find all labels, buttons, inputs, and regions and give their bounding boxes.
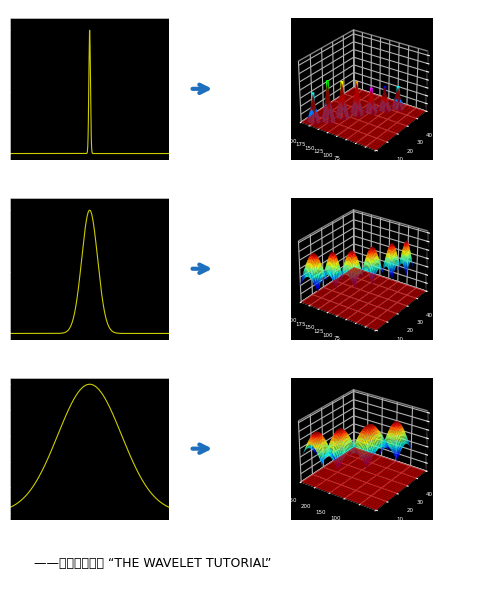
- X-axis label: FREQUENCY: FREQUENCY: [292, 530, 334, 550]
- X-axis label: FREQUENCY: FREQUENCY: [292, 170, 334, 190]
- Y-axis label: TIME: TIME: [427, 165, 444, 171]
- X-axis label: FREQUENCY: FREQUENCY: [292, 349, 334, 370]
- Y-axis label: TIME: TIME: [425, 523, 442, 529]
- Title: a=0.01: a=0.01: [74, 8, 105, 17]
- Y-axis label: TIME: TIME: [427, 344, 444, 350]
- Text: ——此图像来源于 “THE WAVELET TUTORIAL”: ——此图像来源于 “THE WAVELET TUTORIAL”: [34, 557, 271, 570]
- Title: a=0.00001: a=0.00001: [66, 368, 113, 377]
- Title: a=0.0001: a=0.0001: [69, 188, 110, 197]
